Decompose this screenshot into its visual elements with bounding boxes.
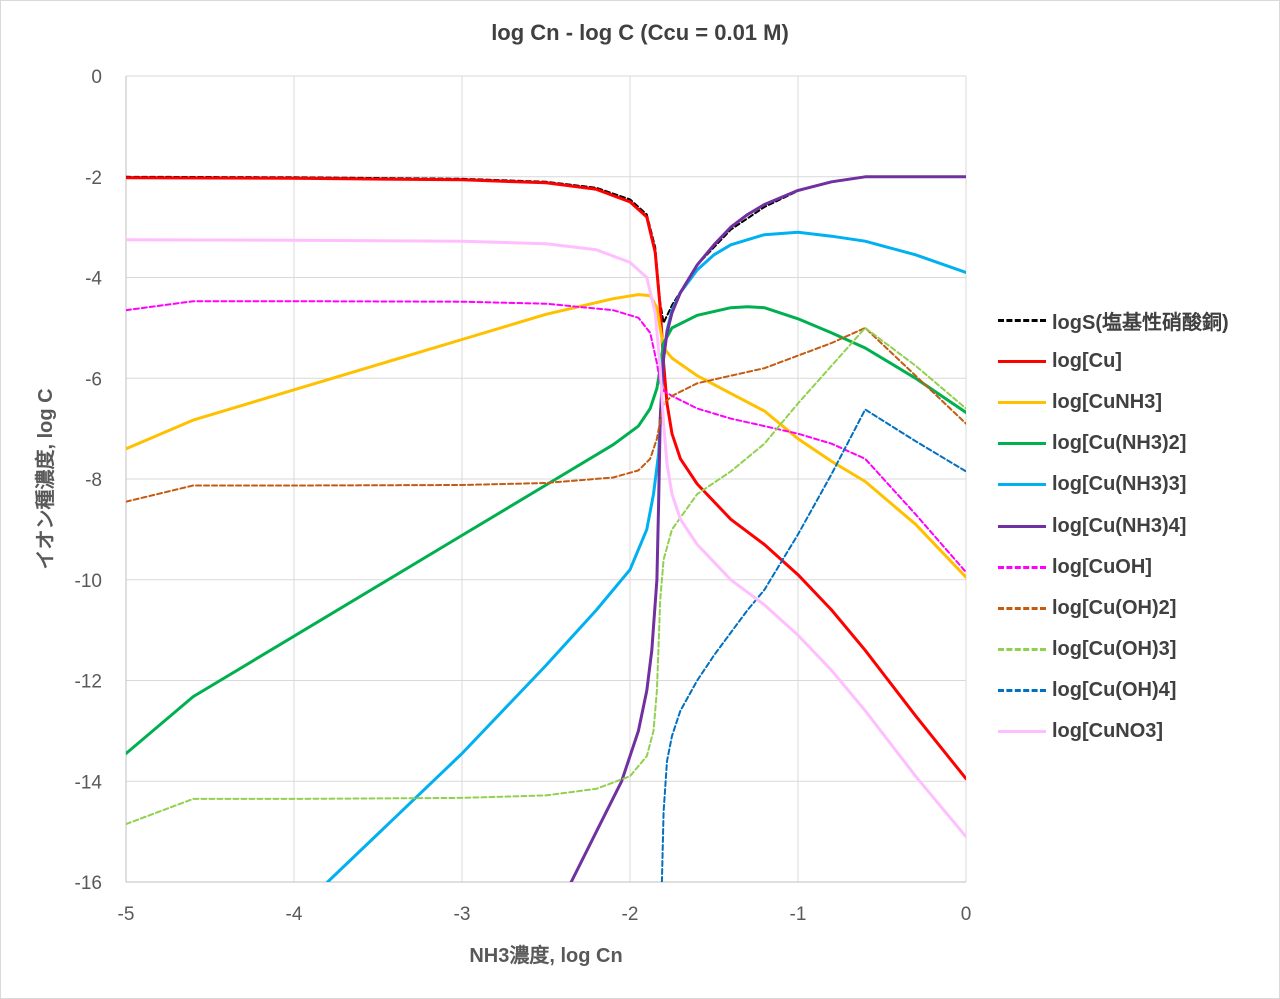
series-6-line bbox=[569, 175, 966, 882]
legend-label: logS(塩基性硝酸銅) bbox=[1052, 312, 1229, 335]
legend-label: log[Cu(NH3)3] bbox=[1052, 473, 1187, 496]
y-axis-title: イオン種濃度, log C bbox=[33, 388, 57, 569]
y-tick-label: -12 bbox=[75, 672, 102, 693]
legend-swatch bbox=[998, 565, 1046, 569]
chart-title: log Cn - log C (Ccu = 0.01 M) bbox=[491, 20, 789, 45]
legend-swatch bbox=[998, 401, 1046, 405]
gridlines bbox=[125, 75, 967, 883]
legend-item: log[CuOH] bbox=[998, 547, 1229, 588]
x-tick-label: -3 bbox=[454, 904, 471, 925]
x-axis-title: NH3濃度, log Cn bbox=[469, 943, 622, 967]
legend-swatch bbox=[998, 647, 1046, 651]
legend-label: log[CuNH3] bbox=[1052, 391, 1162, 414]
legend-label: log[CuNO3] bbox=[1052, 719, 1164, 742]
series-10-line bbox=[660, 408, 966, 882]
series-2-line bbox=[126, 176, 966, 781]
legend-item: log[Cu(OH)3] bbox=[998, 629, 1229, 670]
legend-swatch bbox=[998, 524, 1046, 528]
x-tick-label: 0 bbox=[961, 904, 972, 925]
legend-label: log[Cu(NH3)2] bbox=[1052, 432, 1187, 455]
series-3-line bbox=[126, 293, 966, 579]
series-1-line bbox=[126, 175, 966, 324]
legend-label: log[Cu(NH3)4] bbox=[1052, 514, 1187, 537]
series-8-line bbox=[126, 326, 966, 503]
legend-swatch bbox=[998, 606, 1046, 610]
legend-swatch bbox=[998, 360, 1046, 364]
legend-swatch bbox=[998, 729, 1046, 733]
y-tick-label: -4 bbox=[85, 269, 102, 290]
legend-item: logS(塩基性硝酸銅) bbox=[998, 300, 1229, 341]
series-lines bbox=[126, 175, 966, 882]
legend-item: log[CuNO3] bbox=[998, 711, 1229, 752]
legend-item: log[Cu(OH)4] bbox=[998, 670, 1229, 711]
legend-swatch bbox=[998, 442, 1046, 446]
y-tick-label: -8 bbox=[85, 470, 102, 491]
legend-swatch bbox=[998, 483, 1046, 487]
series-7-line bbox=[126, 300, 966, 574]
legend-label: log[Cu(OH)3] bbox=[1052, 637, 1177, 660]
legend-item: log[Cu(NH3)3] bbox=[998, 464, 1229, 505]
series-9-line bbox=[126, 326, 966, 826]
y-tick-label: -14 bbox=[75, 772, 103, 793]
legend-item: log[CuNH3] bbox=[998, 382, 1229, 423]
legend-item: log[Cu(NH3)4] bbox=[998, 505, 1229, 546]
series-4-line bbox=[126, 305, 966, 755]
legend-item: log[Cu(OH)2] bbox=[998, 588, 1229, 629]
x-tick-label: -4 bbox=[286, 904, 303, 925]
legend-label: log[Cu(OH)4] bbox=[1052, 678, 1177, 701]
legend-label: log[Cu] bbox=[1052, 350, 1122, 373]
legend-label: log[CuOH] bbox=[1052, 555, 1152, 578]
legend: logS(塩基性硝酸銅) log[Cu] log[CuNH3] log[Cu(NH3)… bbox=[998, 300, 1229, 752]
legend-swatch bbox=[998, 688, 1046, 692]
legend-item: log[Cu(NH3)2] bbox=[998, 423, 1229, 464]
x-tick-label: -1 bbox=[790, 904, 807, 925]
x-tick-label: -5 bbox=[118, 904, 135, 925]
axes: -5 -4 -3 -2 -1 00-2-4-6-8-10-12-14-16 bbox=[75, 67, 972, 925]
y-tick-label: -10 bbox=[75, 571, 102, 592]
y-tick-label: -6 bbox=[85, 369, 102, 390]
x-tick-label: -2 bbox=[622, 904, 639, 925]
y-tick-label: -2 bbox=[85, 168, 102, 189]
series-11-line bbox=[126, 238, 966, 839]
legend-swatch bbox=[998, 319, 1046, 323]
legend-label: log[Cu(OH)2] bbox=[1052, 596, 1177, 619]
y-tick-label: -16 bbox=[75, 873, 102, 894]
legend-item: log[Cu] bbox=[998, 341, 1229, 382]
y-tick-label: 0 bbox=[91, 67, 102, 88]
